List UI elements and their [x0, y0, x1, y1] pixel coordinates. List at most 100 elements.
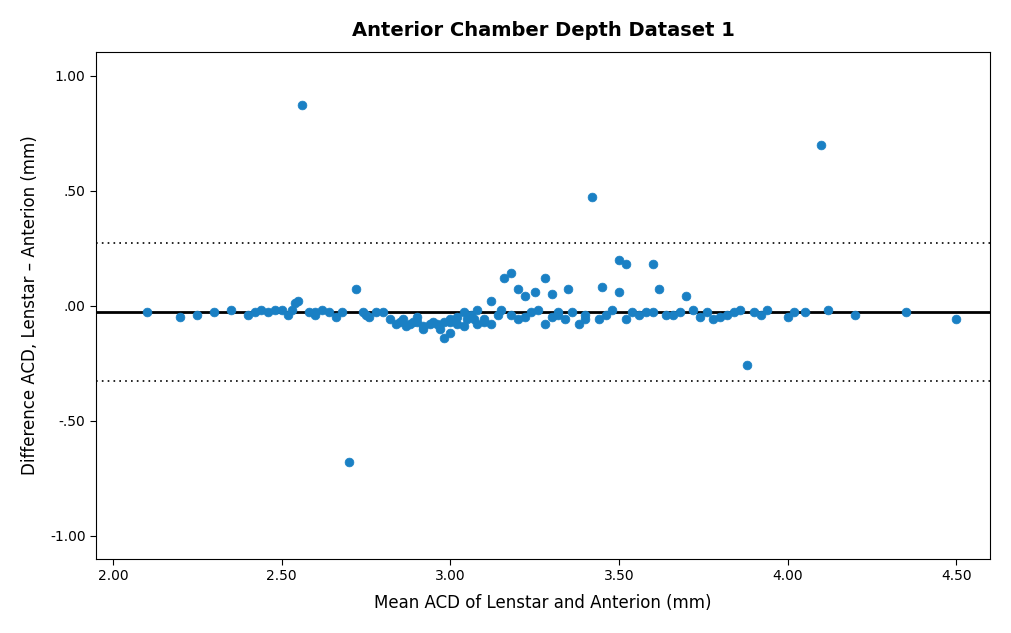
Point	[797, 308, 813, 318]
Point	[752, 310, 768, 320]
Point	[381, 315, 397, 325]
Point	[355, 308, 371, 318]
Point	[517, 312, 533, 322]
Point	[544, 289, 560, 299]
Point	[645, 259, 661, 269]
Point	[287, 298, 303, 308]
Point	[814, 139, 830, 149]
Point	[469, 319, 485, 329]
Point	[570, 319, 586, 329]
Point	[510, 315, 526, 325]
Point	[432, 323, 448, 334]
Point	[787, 308, 803, 318]
Point	[560, 284, 576, 294]
Point	[699, 308, 715, 318]
Point	[436, 316, 452, 327]
Point	[638, 308, 654, 318]
Point	[466, 315, 482, 325]
Point	[172, 312, 188, 322]
Point	[665, 310, 681, 320]
Point	[611, 254, 627, 265]
Point	[658, 310, 674, 320]
Point	[746, 308, 762, 318]
Point	[449, 319, 465, 329]
Point	[260, 308, 276, 318]
Point	[274, 305, 290, 315]
X-axis label: Mean ACD of Lenstar and Anterion (mm): Mean ACD of Lenstar and Anterion (mm)	[374, 594, 712, 612]
Point	[429, 319, 445, 329]
Point	[361, 312, 377, 322]
Point	[510, 284, 526, 294]
Point	[469, 305, 485, 315]
Point	[527, 287, 543, 297]
Point	[584, 192, 601, 203]
Point	[391, 316, 407, 327]
Point	[544, 312, 560, 322]
Point	[358, 310, 374, 320]
Point	[459, 315, 475, 325]
Point	[948, 315, 964, 325]
Point	[442, 316, 458, 327]
Point	[820, 305, 836, 315]
Point	[496, 273, 513, 283]
Point	[405, 316, 422, 327]
Point	[189, 310, 205, 320]
Point	[449, 312, 465, 322]
Point	[719, 310, 735, 320]
Point	[222, 305, 239, 315]
Point	[294, 101, 310, 111]
Point	[348, 284, 364, 294]
Point	[577, 315, 593, 325]
Point	[280, 310, 296, 320]
Point	[368, 308, 384, 318]
Point	[341, 457, 357, 467]
Point	[594, 282, 611, 292]
Point	[253, 305, 269, 315]
Point	[401, 319, 418, 329]
Point	[759, 305, 775, 315]
Point	[847, 310, 863, 320]
Point	[482, 296, 498, 306]
Point	[692, 312, 708, 322]
Point	[645, 308, 661, 318]
Point	[442, 315, 458, 325]
Point	[598, 310, 614, 320]
Point	[284, 305, 300, 315]
Point	[422, 319, 438, 329]
Point	[550, 310, 566, 320]
Point	[739, 360, 755, 370]
Point	[456, 321, 472, 331]
Point	[426, 316, 442, 327]
Point	[442, 328, 458, 338]
Point	[375, 308, 391, 318]
Point	[726, 308, 742, 318]
Point	[139, 308, 155, 318]
Point	[517, 291, 533, 301]
Point	[502, 268, 519, 279]
Point	[206, 308, 222, 318]
Point	[300, 308, 316, 318]
Point	[436, 333, 452, 343]
Point	[489, 310, 506, 320]
Point	[456, 308, 472, 318]
Point	[898, 308, 914, 318]
Point	[537, 273, 553, 283]
Point	[530, 305, 546, 315]
Point	[685, 305, 702, 315]
Point	[651, 284, 667, 294]
Point	[631, 310, 647, 320]
Point	[395, 315, 411, 325]
Point	[267, 305, 283, 315]
Point	[307, 310, 324, 320]
Point	[408, 312, 425, 322]
Point	[618, 259, 634, 269]
Point	[502, 310, 519, 320]
Point	[328, 312, 344, 322]
Point	[523, 308, 539, 318]
Point	[537, 319, 553, 329]
Y-axis label: Difference ACD, Lenstar – Anterion (mm): Difference ACD, Lenstar – Anterion (mm)	[21, 135, 38, 475]
Point	[618, 315, 634, 325]
Point	[482, 319, 498, 329]
Point	[476, 315, 492, 325]
Point	[408, 316, 425, 327]
